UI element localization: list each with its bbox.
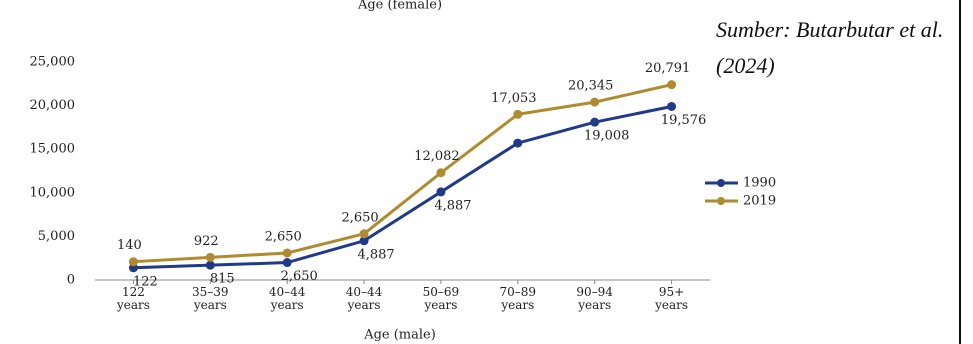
point xyxy=(128,257,138,267)
x-tick-label: 95+ years xyxy=(655,285,689,312)
legend-marker xyxy=(717,197,725,205)
x-tick-label: 35–39 years xyxy=(192,285,229,312)
data-label: 19,008 xyxy=(584,129,630,144)
point xyxy=(282,258,292,268)
data-label: 19,576 xyxy=(661,113,707,128)
data-label: 17,053 xyxy=(491,91,537,106)
data-label: 4,887 xyxy=(434,198,471,213)
data-label: 2,650 xyxy=(341,210,378,225)
data-label: 20,791 xyxy=(645,61,691,76)
chart-title: Age (female) xyxy=(357,0,442,13)
point xyxy=(513,138,523,148)
x-tick-label: 70–89 years xyxy=(499,285,537,312)
y-tick-label: 15,000 xyxy=(30,142,76,157)
point xyxy=(205,252,215,262)
x-tick-label: 50–69 years xyxy=(422,285,460,312)
point xyxy=(359,229,369,239)
point xyxy=(359,236,369,246)
source-note: Sumber: Butarbutar et al. (2024) xyxy=(716,17,944,78)
point xyxy=(667,80,677,90)
x-tick-label: 122 years xyxy=(116,285,150,312)
data-label: 4,887 xyxy=(357,247,394,262)
point xyxy=(667,101,677,111)
legend-label: 2019 xyxy=(743,194,776,209)
x-tick-label: 90–94 years xyxy=(576,285,613,312)
data-label: 815 xyxy=(210,272,235,287)
data-label: 122 xyxy=(133,274,158,289)
data-label: 2,650 xyxy=(281,269,318,284)
data-label: 2,650 xyxy=(265,229,302,244)
x-tick-label: 40–44 years xyxy=(345,285,383,312)
series-line xyxy=(133,105,672,270)
legend-label: 1990 xyxy=(743,176,776,191)
y-tick-label: 0 xyxy=(67,273,75,288)
point xyxy=(205,260,215,270)
x-tick-label: 40–44 years xyxy=(268,285,306,312)
point xyxy=(282,248,292,258)
point xyxy=(513,109,523,119)
point xyxy=(590,117,600,127)
x-axis-title: Age (male) xyxy=(363,328,436,343)
data-label: 20,345 xyxy=(568,79,614,94)
legend-marker xyxy=(717,179,725,187)
data-label: 140 xyxy=(117,238,142,253)
series-line xyxy=(133,83,672,264)
data-label: 922 xyxy=(194,234,219,249)
y-tick-label: 20,000 xyxy=(30,98,76,113)
data-label: 12,082 xyxy=(414,149,460,164)
point xyxy=(590,97,600,107)
point xyxy=(436,187,446,197)
y-tick-label: 5,000 xyxy=(38,229,75,244)
point xyxy=(436,168,446,178)
y-tick-label: 10,000 xyxy=(30,185,76,200)
y-tick-label: 25,000 xyxy=(30,55,76,70)
